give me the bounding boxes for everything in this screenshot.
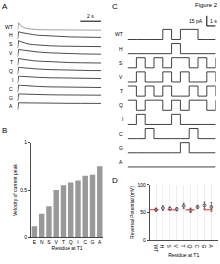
svg-text:V: V	[173, 244, 179, 248]
svg-text:T: T	[120, 88, 123, 94]
svg-text:I: I	[122, 116, 123, 122]
svg-text:15 pA: 15 pA	[189, 18, 203, 24]
svg-text:Q: Q	[187, 244, 193, 248]
svg-text:0.5: 0.5	[20, 187, 27, 193]
svg-text:A: A	[208, 244, 214, 248]
svg-text:I: I	[77, 239, 78, 245]
svg-text:V: V	[9, 50, 13, 56]
svg-text:T: T	[180, 244, 186, 247]
svg-text:I: I	[12, 77, 13, 83]
svg-text:H: H	[9, 32, 13, 38]
svg-text:A: A	[9, 103, 13, 109]
svg-text:C: C	[119, 131, 123, 137]
svg-text:Q: Q	[9, 68, 13, 74]
svg-text:1: 1	[24, 139, 27, 145]
svg-text:E: E	[33, 239, 37, 245]
svg-text:C: C	[83, 239, 87, 245]
svg-text:100: 100	[138, 182, 147, 188]
svg-text:T: T	[10, 59, 13, 65]
svg-text:G: G	[9, 95, 13, 101]
svg-text:G: G	[119, 145, 123, 151]
svg-text:Q: Q	[119, 102, 123, 108]
svg-text:Residue at T1: Residue at T1	[52, 245, 83, 251]
svg-text:2 s: 2 s	[87, 13, 94, 19]
svg-text:C: C	[9, 86, 13, 92]
svg-text:H: H	[159, 244, 165, 248]
svg-text:B: B	[2, 126, 7, 135]
svg-text:WT: WT	[115, 31, 123, 37]
svg-text:S: S	[166, 244, 172, 248]
svg-text:H: H	[119, 46, 123, 52]
svg-text:G: G	[91, 239, 95, 245]
svg-text:T: T	[62, 239, 65, 245]
svg-text:WT: WT	[5, 24, 13, 30]
svg-text:0: 0	[24, 234, 27, 240]
svg-text:V: V	[55, 239, 59, 245]
svg-text:Reversal Potential (mV): Reversal Potential (mV)	[129, 186, 135, 239]
svg-text:0: 0	[143, 237, 146, 243]
svg-text:S: S	[9, 41, 13, 47]
svg-text:50: 50	[140, 209, 146, 215]
svg-text:A: A	[2, 2, 8, 11]
svg-text:C: C	[194, 244, 200, 248]
svg-text:A: A	[119, 159, 123, 165]
svg-text:Residue at T1: Residue at T1	[168, 252, 199, 258]
svg-text:S: S	[119, 60, 123, 66]
svg-text:V: V	[119, 74, 123, 80]
svg-text:Q: Q	[69, 239, 73, 245]
svg-text:D: D	[112, 176, 118, 185]
svg-text:C: C	[112, 2, 118, 11]
svg-text:Velocity of current peak: Velocity of current peak	[12, 164, 18, 216]
svg-text:G: G	[201, 244, 207, 248]
svg-text:1 s: 1 s	[210, 18, 217, 24]
svg-text:N: N	[40, 239, 44, 245]
svg-text:Figure 2: Figure 2	[195, 2, 218, 8]
svg-text:S: S	[47, 239, 51, 245]
svg-text:A: A	[98, 239, 102, 245]
svg-text:WT: WT	[153, 244, 159, 252]
